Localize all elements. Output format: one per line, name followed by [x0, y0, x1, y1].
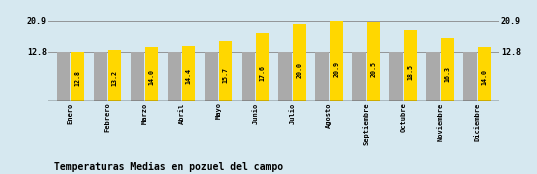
- Bar: [93, 52, 107, 101]
- Bar: [242, 52, 255, 101]
- Text: Temperaturas Medias en pozuel del campo: Temperaturas Medias en pozuel del campo: [54, 162, 283, 172]
- Bar: [293, 24, 306, 101]
- Text: 20.5: 20.5: [371, 61, 376, 77]
- Text: 20.9: 20.9: [333, 61, 339, 77]
- Bar: [130, 52, 144, 101]
- Bar: [478, 47, 491, 101]
- Text: 14.0: 14.0: [482, 69, 488, 85]
- Bar: [219, 41, 233, 101]
- Bar: [404, 30, 417, 101]
- Bar: [256, 33, 269, 101]
- Bar: [330, 21, 343, 101]
- Bar: [426, 52, 440, 101]
- Text: 14.0: 14.0: [149, 69, 155, 85]
- Bar: [463, 52, 477, 101]
- Bar: [279, 52, 292, 101]
- Bar: [441, 38, 454, 101]
- Bar: [56, 52, 70, 101]
- Bar: [71, 52, 84, 101]
- Text: 16.3: 16.3: [445, 66, 451, 82]
- Text: 12.8: 12.8: [75, 70, 81, 86]
- Text: 17.6: 17.6: [259, 65, 266, 81]
- Bar: [315, 52, 329, 101]
- Bar: [389, 52, 403, 101]
- Bar: [182, 46, 195, 101]
- Bar: [168, 52, 181, 101]
- Bar: [145, 47, 158, 101]
- Text: 15.7: 15.7: [223, 67, 229, 83]
- Text: 20.0: 20.0: [296, 62, 302, 78]
- Bar: [108, 50, 121, 101]
- Text: 14.4: 14.4: [186, 68, 192, 84]
- Bar: [352, 52, 366, 101]
- Bar: [205, 52, 218, 101]
- Text: 13.2: 13.2: [112, 70, 118, 86]
- Bar: [367, 22, 380, 101]
- Text: 18.5: 18.5: [408, 64, 413, 80]
